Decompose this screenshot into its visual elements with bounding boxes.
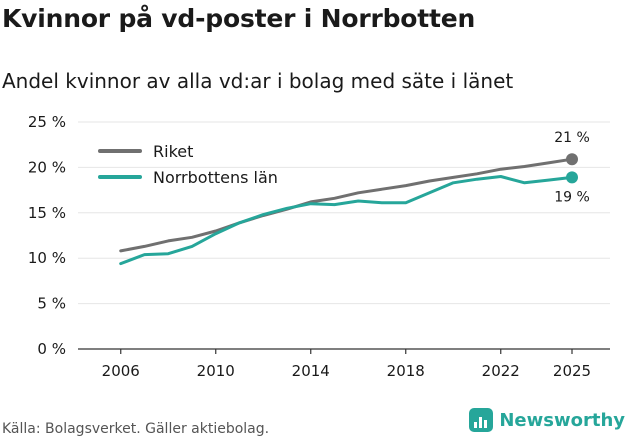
x-tick-label: 2014 [292, 362, 330, 380]
end-value-label: 19 % [554, 189, 590, 205]
y-tick-label: 15 % [28, 204, 66, 222]
series-line-norrbotten [119, 175, 574, 266]
chart-subtitle: Andel kvinnor av alla vd:ar i bolag med … [2, 69, 514, 93]
y-tick-label: 10 % [28, 249, 66, 267]
x-tick-label: 2025 [553, 362, 591, 380]
series-lines: 21 % 19 % [119, 130, 590, 266]
end-point-marker [566, 171, 578, 184]
x-axis: 2006 2010 2014 2018 2022 2025 [78, 348, 610, 380]
newsworthy-logo-icon [469, 408, 494, 432]
source-note: Källa: Bolagsverket. Gäller aktiebolag. [2, 421, 270, 437]
legend-label: Norrbottens län [153, 168, 278, 187]
y-tick-label: 0 % [37, 340, 66, 358]
y-tick-label: 20 % [28, 158, 66, 176]
brand-logo: Newsworthy [469, 408, 625, 432]
x-tick-label: 2022 [482, 362, 520, 380]
series-line-riket [119, 157, 574, 253]
brand-name: Newsworthy [499, 409, 625, 431]
legend: Riket Norrbottens län [98, 142, 278, 187]
end-value-label: 21 % [554, 130, 590, 146]
legend-label: Riket [153, 142, 193, 161]
chart-title: Kvinnor på vd-poster i Norrbotten [2, 4, 476, 33]
x-tick-label: 2018 [387, 362, 425, 380]
x-tick-label: 2010 [197, 362, 235, 380]
y-tick-label: 5 % [37, 295, 66, 313]
x-tick-label: 2006 [102, 362, 140, 380]
y-tick-label: 25 % [28, 113, 66, 131]
end-point-marker [566, 153, 578, 166]
